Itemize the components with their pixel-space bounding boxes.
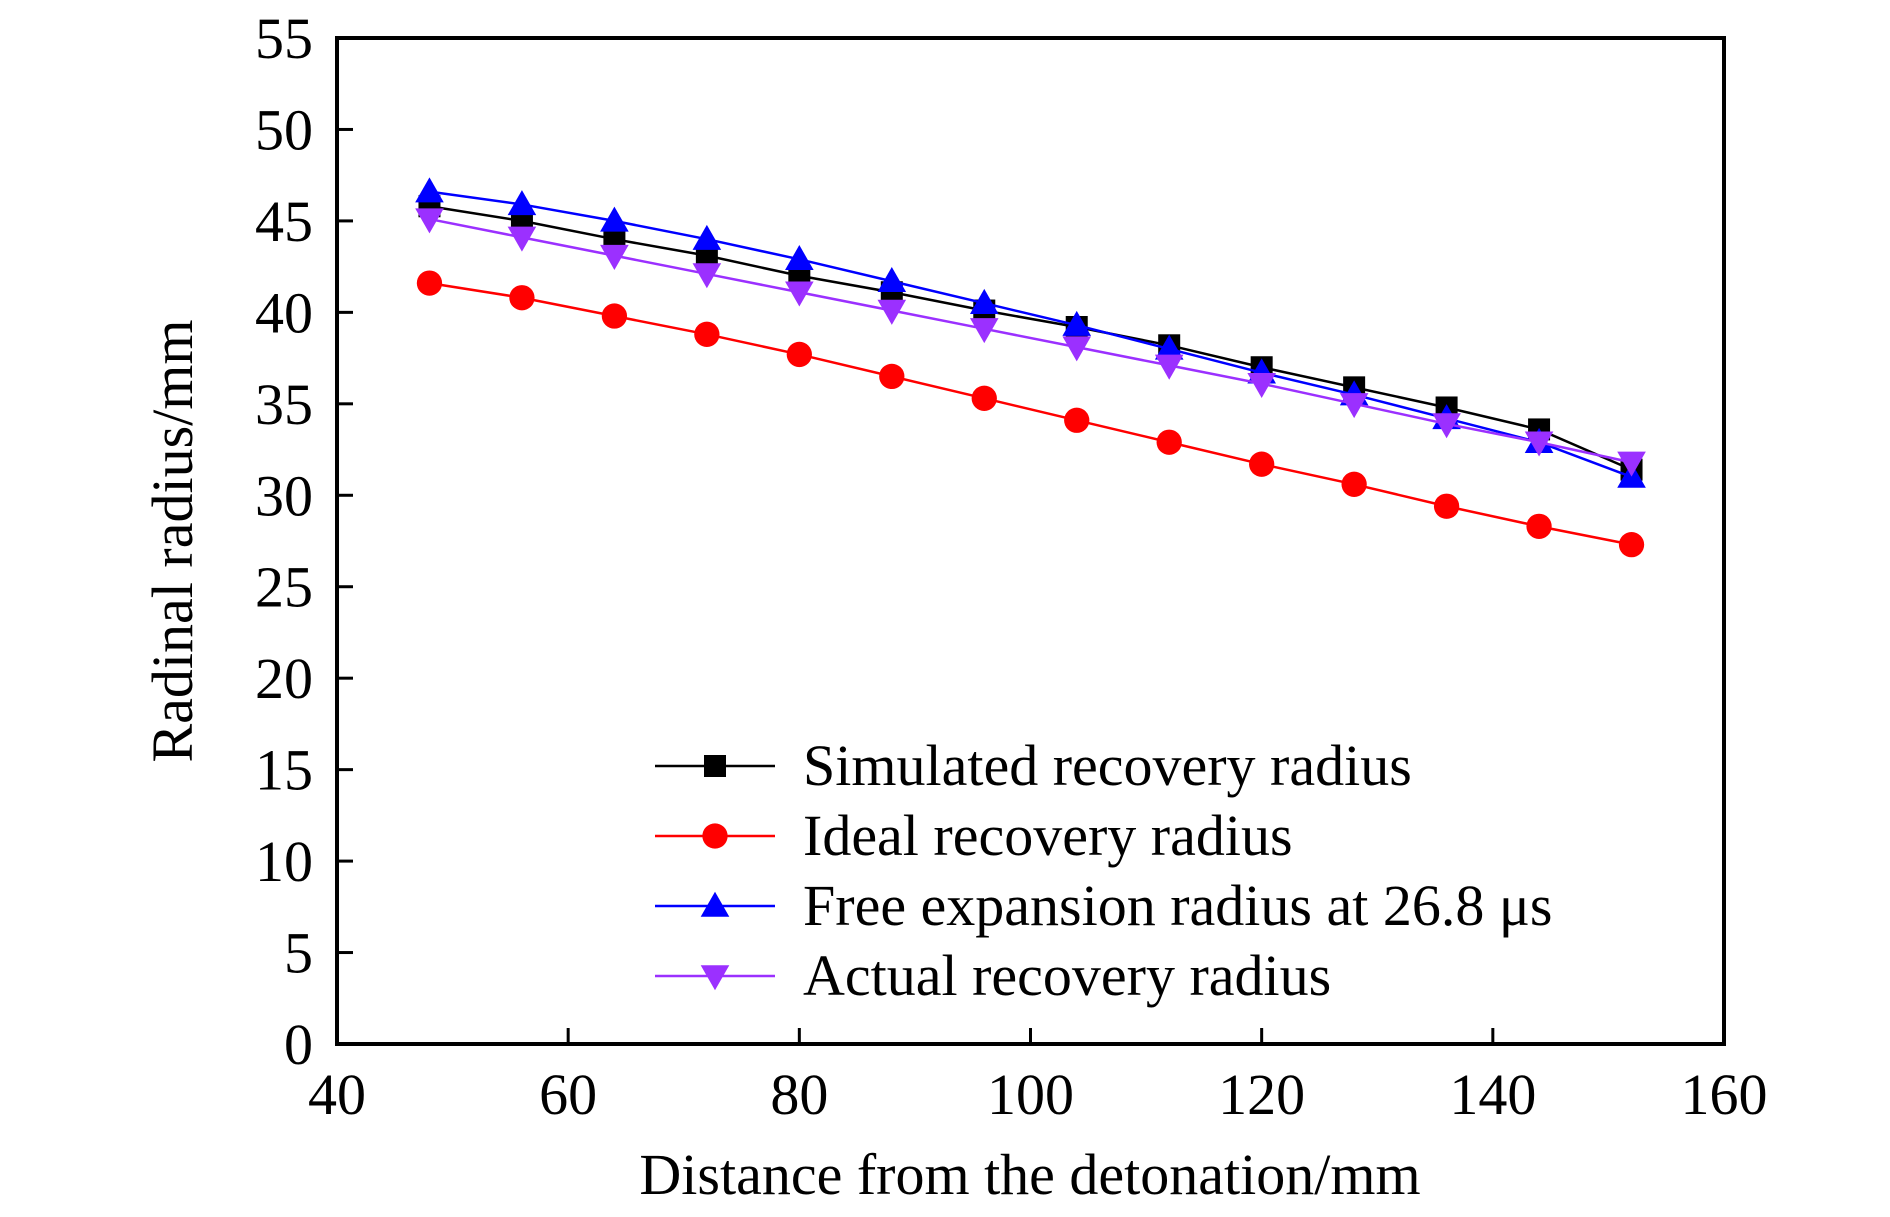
data-point [1433,493,1460,519]
legend-item: Simulated recovery radius [655,733,1412,798]
data-point [509,285,535,311]
y-tick-label: 50 [255,97,313,162]
data-point [1249,451,1275,477]
data-point [1154,354,1184,380]
y-tick-label: 0 [284,1012,313,1077]
x-axis-title: Distance from the detonation/mm [639,1142,1420,1207]
data-point [785,245,814,271]
data-point [600,206,629,232]
y-tick-label: 55 [255,6,313,71]
x-tick-label: 40 [308,1062,366,1127]
series-4 [415,208,1646,477]
legend-marker [702,823,728,849]
legend-marker [700,965,730,991]
data-point [879,363,905,390]
series-line [429,217,1632,464]
data-point [600,244,629,270]
y-tick-label: 40 [255,280,313,345]
data-point [1339,393,1369,419]
data-point [510,209,533,232]
data-point [695,244,718,267]
data-point [415,208,444,234]
legend-label: Free expansion radius at 26.8 μs [803,873,1553,938]
data-point [1526,513,1552,540]
data-point [971,385,997,411]
legend-marker [700,891,730,917]
data-point [788,264,811,287]
data-point [1432,413,1461,439]
series-line [429,281,1632,546]
data-point [1247,372,1276,398]
data-point [1156,429,1182,455]
x-tick-label: 140 [1449,1062,1536,1127]
y-tick-label: 10 [255,829,313,894]
data-point [694,321,720,347]
x-tick-label: 100 [987,1062,1074,1127]
y-tick-label: 20 [255,646,313,711]
legend-label: Ideal recovery radius [803,803,1293,868]
legend-marker [704,755,726,777]
data-point [785,281,814,307]
data-point [601,303,628,329]
x-tick-label: 60 [539,1062,597,1127]
data-point [692,224,722,250]
x-tick-label: 160 [1681,1062,1768,1127]
data-point [877,266,907,292]
data-point [416,270,443,296]
y-tick-label: 15 [255,738,313,803]
legend-label: Simulated recovery radius [803,733,1412,798]
x-axis: 40 60 80 100 120 140 160 [308,1028,1768,1127]
data-point [415,177,444,203]
data-point [1062,336,1092,362]
series-line [429,190,1632,479]
y-tick-label: 5 [284,921,313,986]
series-2 [416,270,1645,558]
legend-label: Actual recovery radius [803,943,1331,1008]
series-layer [415,177,1646,558]
data-point [969,288,999,314]
y-axis: 0 5 10 15 20 25 30 35 40 45 50 55 [255,6,353,1077]
data-point [692,263,722,289]
series-line [429,205,1633,471]
data-point [969,318,999,344]
legend-item: Free expansion radius at 26.8 μs [655,873,1553,938]
y-axis-title: Radinal radius/mm [140,320,205,763]
legend-item: Ideal recovery radius [655,803,1293,868]
data-point [1064,407,1090,433]
data-point [877,299,907,325]
data-point [1341,471,1367,497]
data-point [1062,310,1092,336]
data-point [507,226,537,252]
y-tick-label: 30 [255,463,313,528]
data-point [507,190,537,216]
data-point [1154,334,1184,360]
data-point [1617,451,1646,477]
y-tick-label: 45 [255,189,313,254]
y-tick-label: 35 [255,372,313,437]
legend-item: Actual recovery radius [655,943,1331,1008]
y-tick-label: 25 [255,555,313,620]
data-point [1618,532,1645,558]
data-point [1524,431,1554,457]
data-point [786,341,812,368]
data-point [603,228,626,251]
x-tick-label: 80 [770,1062,828,1127]
x-tick-label: 120 [1218,1062,1305,1127]
